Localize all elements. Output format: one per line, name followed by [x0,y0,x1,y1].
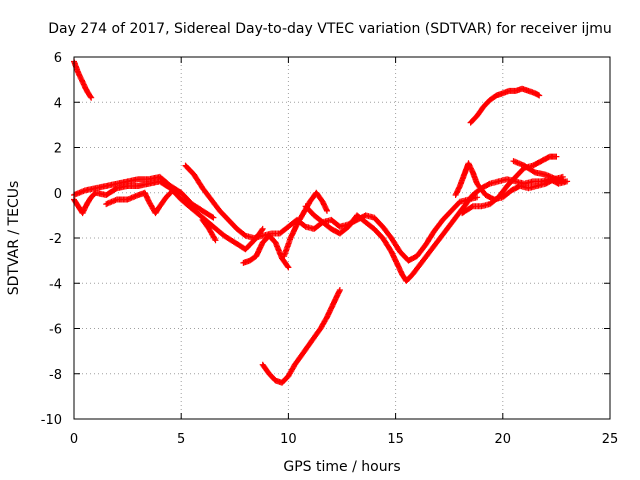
x-tick-label: 15 [387,432,404,447]
grid-lines [74,57,610,419]
plot-frame [73,56,611,420]
series-arc-d [103,189,174,217]
chart-title: Day 274 of 2017, Sidereal Day-to-day VTE… [48,21,612,37]
y-tick-label: -8 [49,368,62,383]
series-markers [459,153,560,217]
y-tick-label: -6 [49,323,62,338]
series-arc-l [459,153,560,217]
series-markers [259,287,343,386]
data-series [71,58,571,386]
x-tick-label: 25 [602,432,619,447]
y-tick-label: -2 [49,232,62,247]
y-tick-label: 4 [54,96,62,111]
series-arc-f [199,216,219,244]
series-arc-g [240,232,292,271]
series-arc-m [467,85,543,126]
axis-ticks: 0 5 10 15 20 25 -10 -8 -6 -4 -2 0 2 4 6 [41,51,619,447]
y-tick-label: -4 [49,277,62,292]
y-axis-label: SDTVAR / TECUs [6,181,22,296]
series-markers [199,216,219,244]
y-tick-label: 0 [54,187,62,202]
x-tick-label: 20 [495,432,512,447]
y-tick-label: 6 [54,51,62,66]
x-axis-label: GPS time / hours [283,459,400,475]
series-markers [467,85,543,126]
x-tick-label: 0 [70,432,78,447]
series-markers [240,232,292,271]
series-markers [510,158,568,185]
series-markers [103,189,174,217]
x-tick-label: 5 [177,432,185,447]
x-tick-label: 10 [280,432,297,447]
series-arc-j [302,176,571,284]
series-arc-h [259,287,343,386]
y-tick-label: -10 [41,413,62,428]
series-markers [302,176,571,284]
y-tick-label: 2 [54,142,62,157]
series-arc-n [510,158,568,185]
